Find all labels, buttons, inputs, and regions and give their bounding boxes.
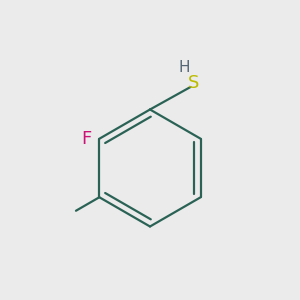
- Text: H: H: [179, 60, 190, 75]
- Text: F: F: [82, 130, 92, 148]
- Text: S: S: [188, 74, 199, 92]
